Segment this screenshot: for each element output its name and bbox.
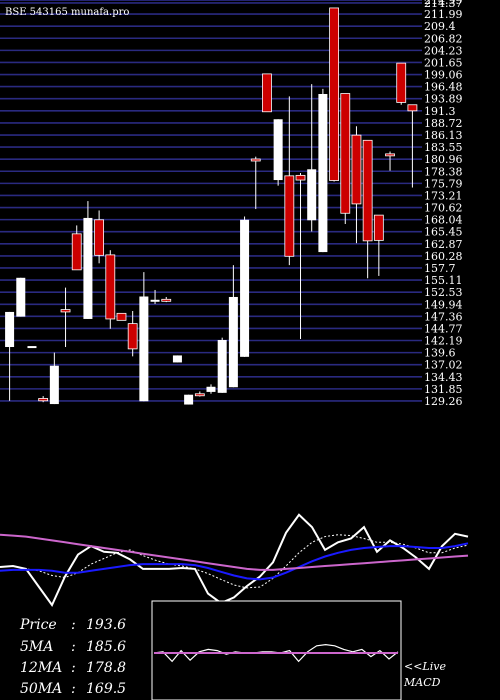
y-tick-label: 152.53 [424, 286, 463, 299]
candle-body [373, 214, 384, 241]
candle-body [407, 104, 418, 112]
candle-body [5, 311, 15, 348]
candle-body [38, 398, 49, 402]
colon-2: : [71, 639, 76, 655]
candle-body [83, 217, 93, 319]
y-tick-label: 180.96 [424, 153, 463, 166]
candle-body [362, 139, 373, 242]
candle-body [94, 219, 105, 256]
candle-body [318, 94, 328, 253]
y-tick-label: 199.06 [424, 69, 463, 82]
candle-body [127, 323, 138, 350]
y-tick-label: 139.6 [424, 347, 456, 360]
ma50-value: 169.5 [86, 681, 126, 697]
y-tick-label: 144.77 [424, 322, 463, 335]
candle-body [172, 355, 182, 363]
candle-body [228, 296, 238, 388]
colon-1: : [71, 617, 76, 633]
y-axis-ticks: 214.99214.37211.99209.4206.82204.23201.6… [424, 0, 463, 408]
candle-body [250, 158, 261, 162]
y-tick-label: 147.36 [424, 310, 463, 323]
moving-average-panel [0, 513, 469, 607]
candle-body [194, 393, 205, 397]
y-tick-label: 188.72 [424, 117, 463, 130]
y-tick-label: 196.48 [424, 81, 463, 94]
price-label: Price [19, 617, 57, 633]
macd-caption-live: <<Live [404, 660, 446, 673]
y-tick-label: 209.4 [424, 20, 456, 33]
y-tick-label: 204.23 [424, 44, 463, 57]
y-tick-label: 149.94 [424, 298, 463, 311]
series-line-price [0, 513, 469, 607]
y-tick-label: 142.19 [424, 335, 463, 348]
watermark: BSE 543165 munafa.pro [5, 7, 129, 18]
candle-body [105, 254, 116, 320]
candle-body [396, 62, 407, 103]
candle-body [139, 296, 149, 402]
candle-body [16, 277, 26, 317]
y-tick-label: 157.7 [424, 262, 456, 275]
macd-caption-macd: MACD [403, 676, 441, 689]
candle-body [262, 73, 272, 113]
y-tick-label: 173.21 [424, 189, 463, 202]
y-tick-label: 178.38 [424, 165, 463, 178]
y-tick-label: 206.82 [424, 32, 463, 45]
y-tick-label: 183.55 [424, 141, 463, 154]
candle-body [161, 298, 172, 302]
y-tick-label: 131.85 [424, 383, 463, 396]
macd-caption: <<Live MACD [403, 660, 446, 689]
y-tick-label: 201.65 [424, 56, 463, 69]
candle-body [273, 119, 283, 181]
series-line-12ma [0, 542, 469, 581]
candle-body [295, 174, 306, 181]
ma12-value: 178.8 [86, 660, 126, 676]
ma5-label: 5MA [20, 639, 53, 655]
candle-body [60, 309, 71, 313]
y-tick-label: 170.62 [424, 202, 463, 215]
candle-body [340, 93, 351, 214]
y-tick-label: 155.11 [424, 274, 463, 287]
colon-4: : [71, 681, 76, 697]
candle-body [385, 153, 395, 157]
ma5-value: 185.6 [86, 639, 126, 655]
y-tick-label: 168.04 [424, 214, 463, 227]
candle-body [71, 233, 82, 271]
y-tick-label: 137.02 [424, 359, 463, 372]
candle-body [184, 394, 194, 405]
candle-body [307, 169, 317, 221]
macd-panel [153, 643, 399, 663]
y-tick-label: 186.13 [424, 129, 463, 142]
colon-3: : [71, 660, 76, 676]
y-tick-label: 162.87 [424, 238, 463, 251]
price-value: 193.6 [86, 617, 126, 633]
y-tick-label: 214.37 [424, 0, 463, 10]
candle-body [351, 134, 362, 205]
candle-body [217, 339, 227, 393]
y-tick-label: 211.99 [424, 8, 463, 21]
candle-body [150, 299, 160, 302]
candle-body [27, 346, 37, 349]
stats-block: Price : 193.6 5MA : 185.6 12MA : 178.8 5… [19, 617, 126, 697]
ma12-label: 12MA [20, 660, 62, 676]
candle-body [49, 365, 59, 405]
candle-body [240, 219, 250, 357]
y-tick-label: 175.79 [424, 177, 463, 190]
ma50-label: 50MA [20, 681, 62, 697]
y-tick-label: 129.26 [424, 395, 463, 408]
y-tick-label: 193.89 [424, 93, 463, 106]
candle-body [116, 312, 127, 321]
y-tick-label: 191.3 [424, 105, 456, 118]
candle-body [329, 7, 339, 181]
candlesticks [5, 7, 418, 405]
candle-body [284, 175, 295, 257]
y-tick-label: 165.45 [424, 226, 463, 239]
y-tick-label: 134.43 [424, 371, 463, 384]
y-tick-label: 160.28 [424, 250, 463, 263]
series-line-50ma [0, 533, 469, 571]
y-tick-label: 214.99 [424, 0, 463, 7]
candle-body [206, 386, 216, 392]
